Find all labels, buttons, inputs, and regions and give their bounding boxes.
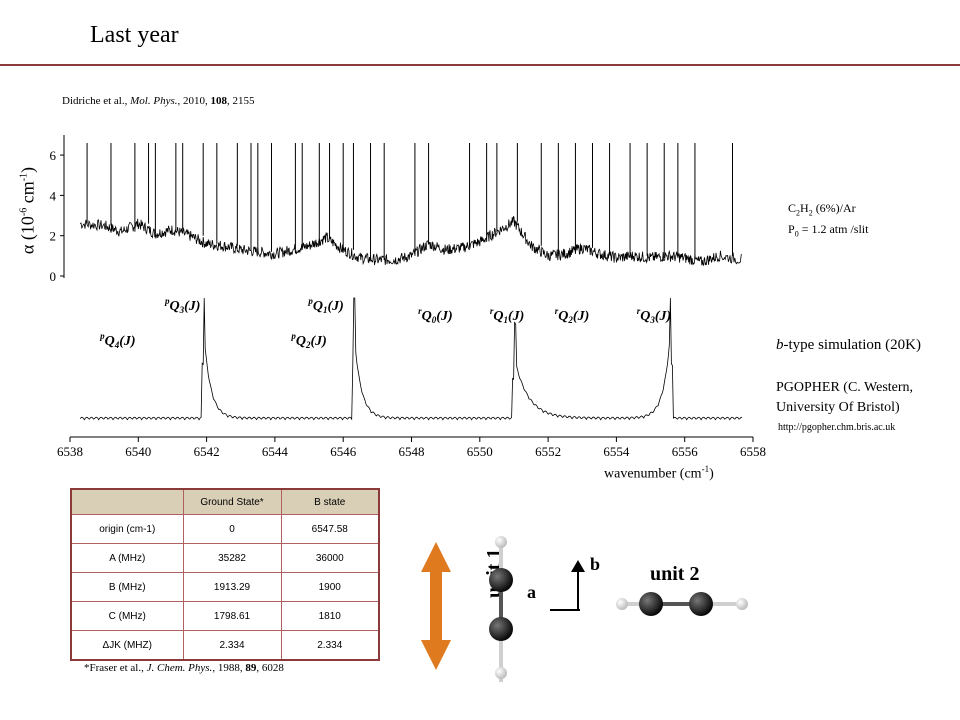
x-tick-label: 6538 (57, 444, 83, 459)
axis-a-label: a (527, 582, 536, 602)
table-cell: 0 (182, 514, 282, 544)
branch-label: pQ3(J) (164, 296, 200, 315)
reference-authors: Didriche et al., (62, 95, 131, 107)
x-tick-label: 6544 (262, 444, 289, 459)
x-axis-label: wavenumber (cm-1) (604, 464, 714, 482)
table-cell: ΔJK (MHZ) (70, 630, 184, 661)
x-tick-label: 6540 (125, 444, 151, 459)
table-cell: 35282 (182, 543, 282, 573)
table-header-cell (70, 488, 184, 515)
axes-icon (550, 560, 585, 611)
reference-volume: 108 (210, 95, 227, 107)
observed-spectrum (79, 143, 743, 266)
table-row: B (MHz) 1913.29 1900 (70, 572, 380, 602)
observed-trace (79, 215, 743, 266)
chart-axes: 0 2 4 6 6538 6540 6542 6544 6546 6548 6550 6552 6554… (50, 135, 766, 459)
branch-label: rQ1(J) (490, 306, 524, 325)
slide-title: Last year (90, 22, 179, 48)
table-cell: 1798.61 (182, 601, 282, 631)
x-tick-label: 6556 (672, 444, 699, 459)
simulated-trace (79, 297, 743, 421)
y-tick-label: 2 (50, 229, 57, 244)
table-cell: A (MHz) (70, 543, 184, 573)
x-tick-label: 6550 (467, 444, 493, 459)
acetylene-horizontal-icon (616, 592, 748, 616)
reference-year: , 2010, (177, 95, 211, 107)
x-tick-label: 6548 (399, 444, 425, 459)
x-tick-label: 6542 (194, 444, 220, 459)
y-tick-label: 6 (50, 148, 57, 163)
x-tick-label: 6552 (535, 444, 561, 459)
simulated-spectrum (79, 297, 743, 421)
table-cell: 1810 (280, 601, 380, 631)
table-cell: 6547.58 (280, 514, 380, 544)
simulation-label: b-type simulation (20K) (776, 337, 921, 353)
table-row: A (MHz) 35282 36000 (70, 543, 380, 573)
reference-journal: Mol. Phys. (130, 95, 178, 107)
x-tick-label: 6558 (740, 444, 766, 459)
branch-label: pQ4(J) (99, 331, 135, 350)
sample-conditions: C2H2 (6%)/Ar P0 = 1.2 atm /slit (788, 200, 868, 243)
table-cell: 2.334 (280, 630, 380, 661)
double-arrow-icon (421, 542, 451, 670)
table-cell: 1900 (280, 572, 380, 602)
reference-bottom: *Fraser et al., J. Chem. Phys., 1988, 89… (84, 662, 284, 674)
y-axis-label: α (10-6 cm-1) (17, 166, 38, 255)
x-tick-label: 6554 (603, 444, 630, 459)
sample-gas: C2H2 (6%)/Ar (788, 201, 856, 218)
x-tick-label: 6546 (330, 444, 357, 459)
unit2-label: unit 2 (650, 563, 699, 585)
table-cell: 2.334 (182, 630, 282, 661)
y-tick-label: 4 (50, 188, 57, 203)
table-header-cell: Ground State* (182, 488, 282, 515)
table-header-cell: B state (280, 488, 380, 515)
table-row: C (MHz) 1798.61 1810 (70, 601, 380, 631)
y-tick-label: 0 (50, 269, 57, 284)
pgopher-link[interactable]: http://pgopher.chm.bris.ac.uk (778, 422, 896, 433)
table-row: origin (cm-1) 0 6547.58 (70, 514, 380, 544)
sample-pressure: P0 = 1.2 atm /slit (788, 222, 869, 239)
table-header-row: Ground State* B state (70, 488, 380, 515)
branch-label: rQ0(J) (418, 306, 452, 325)
table-cell: C (MHz) (70, 601, 184, 631)
reference-pages: , 2155 (226, 95, 255, 107)
branch-label: rQ3(J) (637, 306, 671, 325)
table-cell: B (MHz) (70, 572, 184, 602)
branch-labels: pQ3(J) pQ4(J) pQ1(J) pQ2(J) rQ0(J) rQ1(J) rQ2(… (99, 296, 671, 350)
table-cell: 36000 (280, 543, 380, 573)
table-cell: origin (cm-1) (70, 514, 184, 544)
acetylene-vertical-icon (489, 536, 513, 682)
branch-label: rQ2(J) (555, 306, 589, 325)
axis-b-label: b (590, 554, 600, 574)
parameter-table: Ground State* B state origin (cm-1) 0 6547… (70, 488, 380, 661)
molecule-diagram: unit 1 a b unit 2 (421, 536, 748, 682)
branch-label: pQ2(J) (290, 331, 326, 350)
pgopher-credit: PGOPHER (C. Western, University Of Brist… (776, 380, 914, 415)
branch-label: pQ1(J) (307, 296, 343, 315)
table-cell: 1913.29 (182, 572, 282, 602)
table-row: ΔJK (MHZ) 2.334 2.334 (70, 630, 380, 661)
title-divider (0, 64, 960, 66)
reference-top: Didriche et al., Mol. Phys., 2010, 108, … (62, 95, 254, 107)
